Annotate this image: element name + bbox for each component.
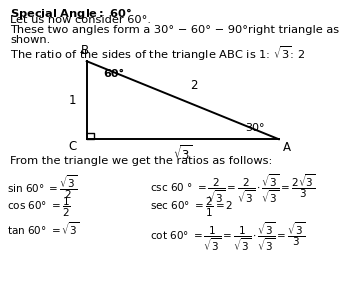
Text: C: C — [68, 140, 76, 153]
Text: 30°: 30° — [245, 123, 264, 133]
Text: $\sqrt{3}$: $\sqrt{3}$ — [173, 144, 192, 162]
Text: The ratio of the sides of the triangle ABC is 1: $\sqrt{3}$: 2: The ratio of the sides of the triangle A… — [10, 45, 305, 63]
Text: B: B — [81, 44, 89, 57]
Text: cot 60° $= \dfrac{1}{\sqrt{3}} = \dfrac{1}{\sqrt{3}} \cdot \dfrac{\sqrt{3}}{\sqr: cot 60° $= \dfrac{1}{\sqrt{3}} = \dfrac{… — [150, 220, 305, 253]
Text: csc 60 ° $= \dfrac{2}{\sqrt{3}} = \dfrac{2}{\sqrt{3}} \cdot \dfrac{\sqrt{3}}{\sq: csc 60 ° $= \dfrac{2}{\sqrt{3}} = \dfrac… — [150, 173, 316, 205]
Text: 1: 1 — [69, 94, 76, 107]
Text: Let us now consider 60°.: Let us now consider 60°. — [10, 15, 151, 25]
Text: shown.: shown. — [10, 35, 50, 45]
Text: 2: 2 — [190, 79, 198, 92]
Text: These two angles form a 30° − 60° − 90°right triangle as: These two angles form a 30° − 60° − 90°r… — [10, 25, 339, 35]
Text: sin 60° $= \dfrac{\sqrt{3}}{2}$: sin 60° $= \dfrac{\sqrt{3}}{2}$ — [7, 173, 77, 201]
Text: cos 60° $= \dfrac{1}{2}$: cos 60° $= \dfrac{1}{2}$ — [7, 196, 71, 219]
Text: From the triangle we get the ratios as follows:: From the triangle we get the ratios as f… — [10, 156, 273, 166]
Text: sec 60° $= \dfrac{2}{1} = 2$: sec 60° $= \dfrac{2}{1} = 2$ — [150, 196, 233, 219]
Text: 60°: 60° — [104, 69, 125, 79]
Text: A: A — [283, 141, 291, 154]
Text: tan 60° $= \sqrt{3}$: tan 60° $= \sqrt{3}$ — [7, 220, 79, 237]
Text: $\mathbf{Special\ Angle:\ 60°}$: $\mathbf{Special\ Angle:\ 60°}$ — [10, 6, 132, 21]
